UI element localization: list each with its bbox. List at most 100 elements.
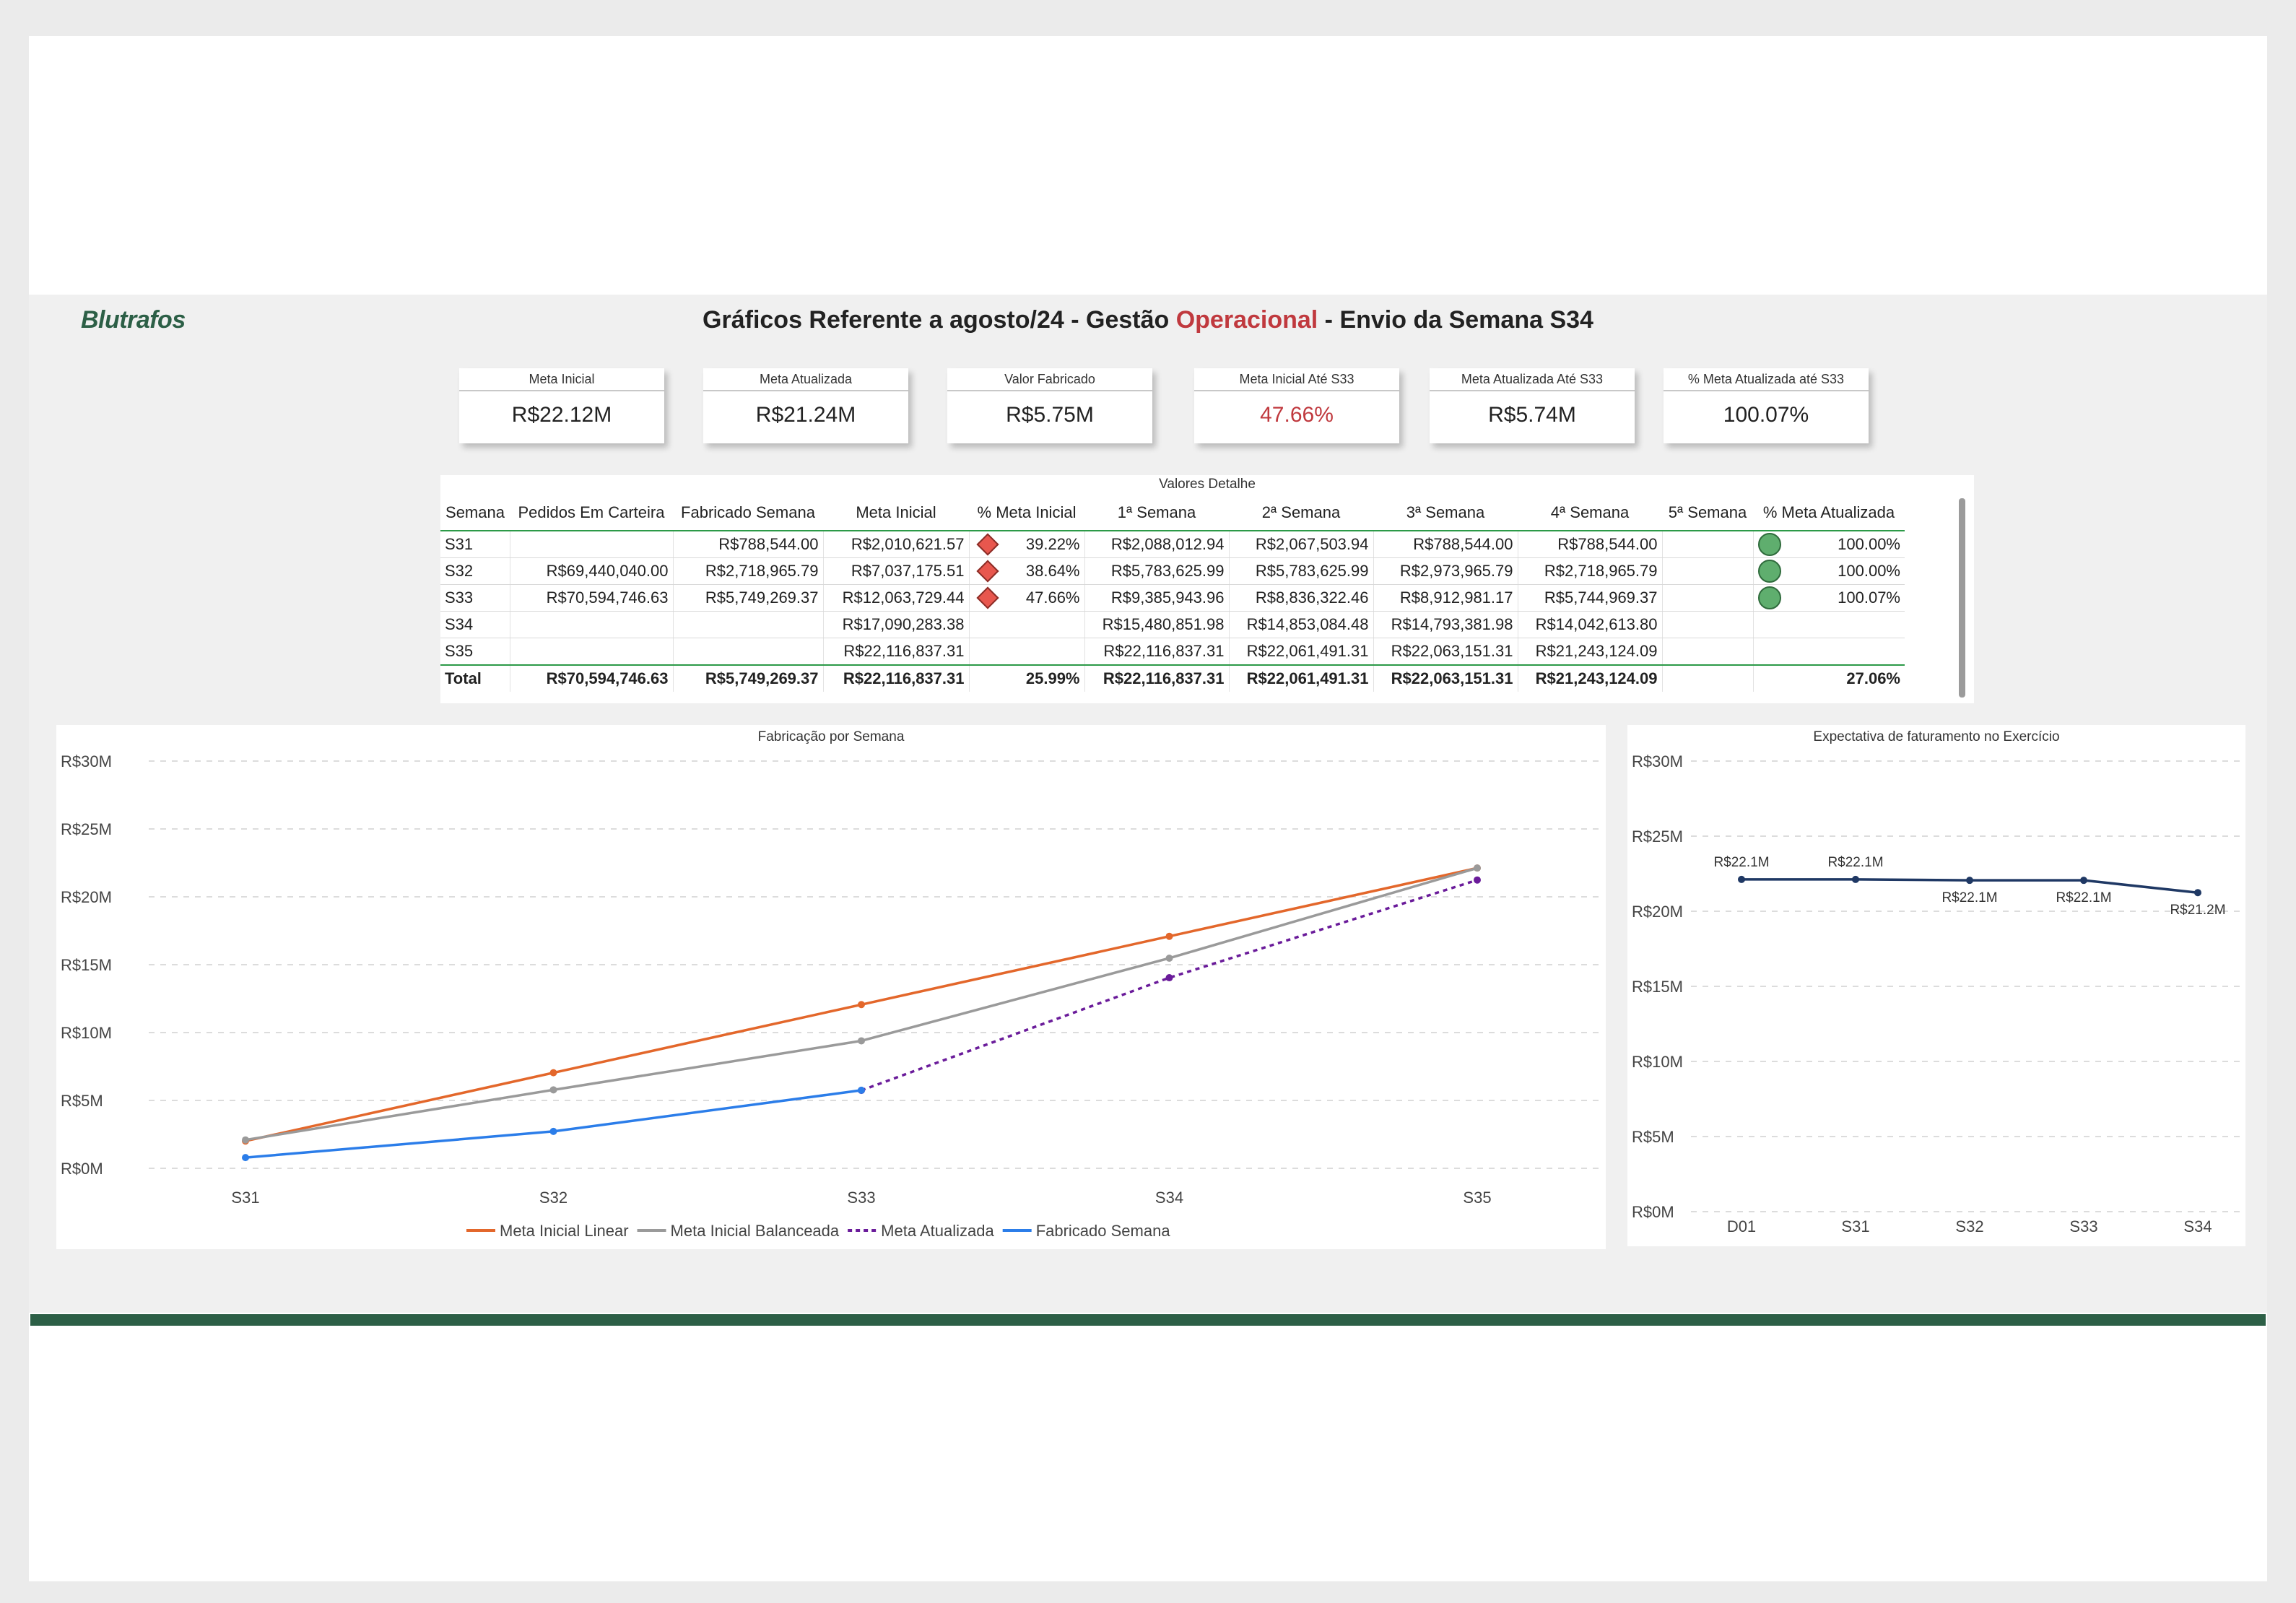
table-cell: R$14,042,613.80 bbox=[1517, 611, 1662, 638]
table-cell bbox=[1661, 584, 1753, 612]
table-cell: 25.99% bbox=[968, 664, 1084, 692]
table-cell: 47.66% bbox=[968, 584, 1084, 612]
y-tick-label: R$20M bbox=[61, 888, 112, 906]
table-row: S35 R$22,116,837.31 R$22,116,837.31 R$22… bbox=[440, 638, 1905, 666]
kpi-card-meta-inicial-ate-s33[interactable]: Meta Inicial Até S33 47.66% bbox=[1194, 368, 1399, 443]
table-cell bbox=[1661, 531, 1753, 558]
table-row: S32 R$69,440,040.00 R$2,718,965.79 R$7,0… bbox=[440, 557, 1905, 585]
table-cell bbox=[1661, 611, 1753, 638]
table-total-row: Total R$70,594,746.63 R$5,749,269.37 R$2… bbox=[440, 664, 1905, 692]
chart-expectativa-faturamento[interactable]: Expectativa de faturamento no Exercício … bbox=[1627, 725, 2245, 1246]
kpi-card-meta-atualizada-ate-s33[interactable]: Meta Atualizada Até S33 R$5.74M bbox=[1430, 368, 1635, 443]
table-cell: R$9,385,943.96 bbox=[1084, 584, 1229, 612]
table-cell-value: 100.00% bbox=[1838, 562, 1900, 580]
chart-fabricacao-por-semana[interactable]: Fabricação por Semana R$0M R$5M R$10M R$15M… bbox=[56, 725, 1606, 1249]
data-point bbox=[242, 1136, 249, 1144]
table-cell bbox=[509, 638, 673, 666]
table-cell-value: 100.00% bbox=[1838, 535, 1900, 553]
column-header[interactable]: 5ª Semana bbox=[1662, 495, 1753, 531]
red-diamond-icon bbox=[975, 533, 999, 556]
kpi-card-meta-inicial[interactable]: Meta Inicial R$22.12M bbox=[459, 368, 664, 443]
table-cell: 100.07% bbox=[1752, 584, 1905, 612]
chart-1-canvas: R$0M R$5M R$10M R$15M R$20M R$25M R$30M S31 S32 S… bbox=[61, 752, 1603, 1240]
table-cell bbox=[509, 531, 673, 558]
data-label: R$22.1M bbox=[2056, 890, 2111, 905]
kpi-label: Meta Inicial bbox=[459, 368, 664, 391]
table-cell-value: 38.64% bbox=[1025, 562, 1080, 580]
table-cell bbox=[1752, 638, 1905, 666]
chart-2-canvas: R$0M R$5M R$10M R$15M R$20M R$25M R$30M D01 S31 S… bbox=[1632, 752, 2241, 1235]
y-tick-label: R$5M bbox=[61, 1092, 103, 1110]
y-tick-label: R$0M bbox=[61, 1160, 103, 1178]
table-row: S31 R$788,544.00 R$2,010,621.57 39.22% R… bbox=[440, 531, 1905, 558]
x-tick-label: D01 bbox=[1727, 1217, 1756, 1235]
title-text: Gráficos Referente a agosto/24 - Gestão bbox=[703, 306, 1176, 334]
data-point bbox=[549, 1086, 557, 1094]
data-point bbox=[858, 1037, 865, 1045]
table-scrollbar[interactable] bbox=[1959, 498, 1965, 698]
column-header[interactable]: % Meta Atualizada bbox=[1753, 495, 1905, 531]
data-point bbox=[858, 1001, 865, 1009]
data-point bbox=[858, 1086, 865, 1094]
table-cell bbox=[509, 611, 673, 638]
table-cell: S32 bbox=[440, 557, 510, 585]
table-cell: R$5,749,269.37 bbox=[672, 664, 823, 692]
table-cell: R$69,440,040.00 bbox=[509, 557, 673, 585]
kpi-value: 47.66% bbox=[1260, 403, 1334, 427]
table-cell: R$788,544.00 bbox=[1373, 531, 1518, 558]
table-cell: R$788,544.00 bbox=[672, 531, 823, 558]
column-header[interactable]: Pedidos Em Carteira bbox=[510, 495, 673, 531]
table-cell: R$21,243,124.09 bbox=[1517, 638, 1662, 666]
kpi-value: R$5.75M bbox=[1006, 403, 1094, 427]
footer-bar bbox=[30, 1314, 2266, 1326]
table-cell: R$22,116,837.31 bbox=[822, 664, 969, 692]
column-header[interactable]: Semana bbox=[440, 495, 510, 531]
table-cell-value: 47.66% bbox=[1025, 588, 1080, 607]
kpi-label: Meta Atualizada Até S33 bbox=[1430, 368, 1635, 391]
table-cell: R$788,544.00 bbox=[1517, 531, 1662, 558]
data-point bbox=[1738, 875, 1745, 883]
table-cell: R$22,061,491.31 bbox=[1228, 664, 1373, 692]
table-title: Valores Detalhe bbox=[1159, 477, 1256, 492]
y-tick-label: R$30M bbox=[1632, 752, 1683, 770]
column-header[interactable]: 4ª Semana bbox=[1518, 495, 1662, 531]
kpi-label: Valor Fabricado bbox=[947, 368, 1152, 391]
table-cell: R$22,116,837.31 bbox=[822, 638, 969, 666]
table-cell: R$5,749,269.37 bbox=[672, 584, 823, 612]
table-cell: Total bbox=[440, 664, 510, 692]
data-point bbox=[242, 1154, 249, 1162]
table-row: S33 R$70,594,746.63 R$5,749,269.37 R$12,… bbox=[440, 584, 1905, 612]
table-cell bbox=[1661, 638, 1753, 666]
y-tick-label: R$10M bbox=[61, 1024, 112, 1042]
column-header[interactable]: Fabricado Semana bbox=[673, 495, 823, 531]
kpi-card-pct-meta-atualizada-ate-s33[interactable]: % Meta Atualizada até S33 100.07% bbox=[1664, 368, 1869, 443]
kpi-card-valor-fabricado[interactable]: Valor Fabricado R$5.75M bbox=[947, 368, 1152, 443]
column-header[interactable]: 3ª Semana bbox=[1373, 495, 1518, 531]
data-label: R$22.1M bbox=[1827, 855, 1883, 870]
data-label: R$22.1M bbox=[1941, 890, 1997, 905]
table-cell: R$2,088,012.94 bbox=[1084, 531, 1229, 558]
kpi-value: R$21.24M bbox=[755, 403, 856, 427]
table-cell: 100.00% bbox=[1752, 531, 1905, 558]
table-cell: S33 bbox=[440, 584, 510, 612]
kpi-card-meta-atualizada[interactable]: Meta Atualizada R$21.24M bbox=[703, 368, 908, 443]
data-point bbox=[1165, 954, 1173, 962]
title-accent: Operacional bbox=[1175, 306, 1318, 334]
column-header[interactable]: 1ª Semana bbox=[1084, 495, 1229, 531]
x-tick-label: S31 bbox=[1841, 1217, 1869, 1235]
x-tick-label: S32 bbox=[539, 1189, 568, 1207]
table-cell: 38.64% bbox=[968, 557, 1084, 585]
detail-table-visual[interactable]: Valores Detalhe Semana Pedidos Em Cartei… bbox=[440, 475, 1974, 703]
data-label: R$21.2M bbox=[2170, 903, 2225, 918]
table-cell bbox=[968, 638, 1084, 666]
kpi-label: % Meta Atualizada até S33 bbox=[1664, 368, 1869, 391]
column-header[interactable]: % Meta Inicial bbox=[969, 495, 1084, 531]
y-tick-label: R$10M bbox=[1632, 1053, 1683, 1071]
table-cell: S35 bbox=[440, 638, 510, 666]
table-cell: R$2,973,965.79 bbox=[1373, 557, 1518, 585]
table-cell: R$2,067,503.94 bbox=[1228, 531, 1373, 558]
legend-item: Meta Atualizada bbox=[881, 1222, 994, 1240]
column-header[interactable]: Meta Inicial bbox=[823, 495, 969, 531]
title-suffix: - Envio da Semana S34 bbox=[1318, 306, 1593, 334]
column-header[interactable]: 2ª Semana bbox=[1229, 495, 1373, 531]
